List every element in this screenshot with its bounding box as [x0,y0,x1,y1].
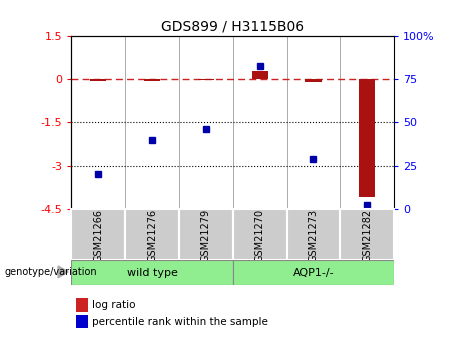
Text: percentile rank within the sample: percentile rank within the sample [92,317,268,326]
Bar [305,79,321,82]
Text: GSM21276: GSM21276 [147,209,157,262]
Bar [287,209,340,260]
Text: AQP1-/-: AQP1-/- [293,268,334,277]
Bar [71,260,233,285]
Text: GSM21279: GSM21279 [201,209,211,262]
Bar [71,209,125,260]
Bar [76,298,88,312]
Text: log ratio: log ratio [92,300,136,310]
Bar [198,79,214,80]
Bar [76,315,88,328]
Text: wild type: wild type [127,268,177,277]
Bar [144,79,160,81]
Bar [252,71,268,79]
Bar [340,209,394,260]
Title: GDS899 / H3115B06: GDS899 / H3115B06 [161,20,304,34]
Bar [90,79,106,81]
Bar [125,209,179,260]
Bar [233,209,287,260]
Text: GSM21270: GSM21270 [254,209,265,262]
Polygon shape [58,266,68,278]
Text: GSM21266: GSM21266 [93,209,103,262]
Text: GSM21282: GSM21282 [362,209,372,262]
Text: genotype/variation: genotype/variation [5,267,97,277]
Bar [179,209,233,260]
Bar [359,79,375,197]
Bar [233,260,394,285]
Text: GSM21273: GSM21273 [308,209,319,262]
